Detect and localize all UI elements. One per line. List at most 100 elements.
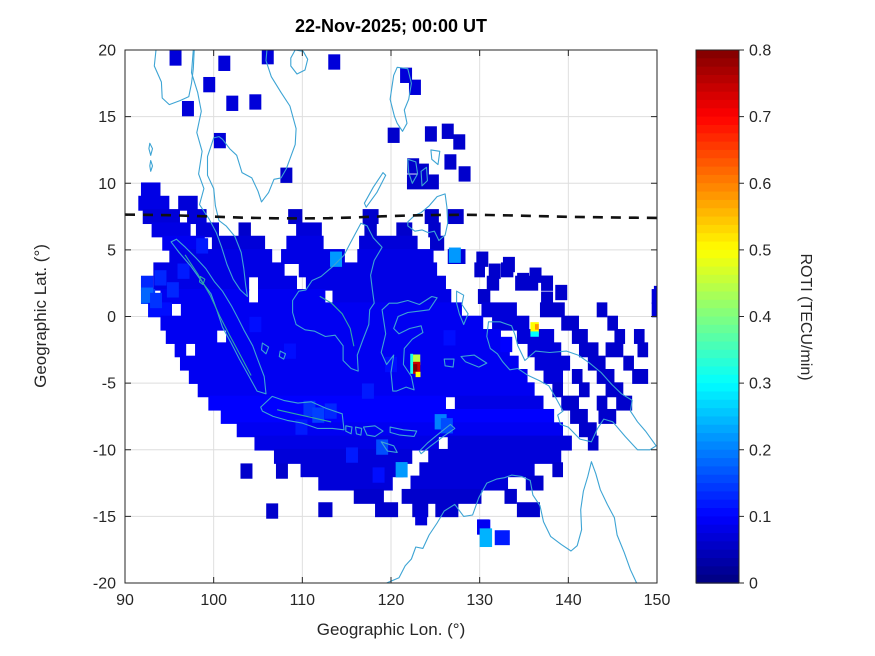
heatmap-run — [561, 315, 579, 331]
colorbar-gradient-strip — [696, 458, 739, 468]
coastline-bali — [345, 425, 353, 435]
heatmap-cell — [408, 79, 421, 95]
heatmap-run — [258, 289, 326, 304]
heatmap-cell — [517, 272, 530, 289]
heatmap-cell — [653, 285, 657, 302]
heatmap-run — [633, 329, 645, 344]
colorbar-gradient-strip — [696, 366, 739, 376]
heatmap-run — [428, 448, 562, 464]
colorbar-gradient-strip — [696, 191, 739, 201]
heatmap-cell — [181, 100, 194, 117]
colorbar-gradient-strip — [696, 258, 739, 268]
heatmap-run — [364, 222, 377, 238]
coastline-sumbawa — [362, 425, 384, 437]
x-tick-label: 130 — [466, 592, 493, 609]
heatmap-cell — [295, 419, 308, 435]
magnetic-equator-line — [125, 213, 657, 220]
heatmap-run — [447, 209, 464, 225]
heatmap-run — [587, 355, 606, 371]
heatmap-run — [607, 315, 618, 331]
coastline-flores — [389, 426, 418, 437]
colorbar-gradient-strip — [696, 499, 739, 509]
heatmap-run — [561, 395, 579, 411]
heatmap-cell — [218, 55, 231, 71]
heatmap-cell — [458, 166, 471, 182]
heatmap-cell — [534, 324, 539, 330]
heatmap-run — [494, 530, 510, 546]
colorbar-tick-label: 0 — [749, 576, 758, 593]
tick-marks — [124, 49, 658, 584]
coastline-new-guinea — [486, 321, 657, 451]
colorbar-gradient-strip — [696, 274, 739, 284]
heatmap-cell — [312, 407, 325, 423]
heatmap-run — [151, 222, 191, 238]
heatmap-cell — [415, 510, 428, 526]
coastline-andaman-1 — [148, 142, 154, 156]
heatmap-cell — [411, 354, 421, 366]
heatmap-run — [428, 222, 441, 238]
colorbar-gradient-strip — [696, 133, 739, 143]
colorbar-gradient-strip — [696, 158, 739, 168]
heatmap-run — [300, 462, 404, 478]
heatmap-cell — [444, 154, 457, 170]
heatmap-run — [160, 289, 250, 304]
heatmap-run — [570, 408, 588, 424]
heatmap-cell — [372, 467, 385, 483]
heatmap-run — [552, 462, 564, 478]
coastline-panay-negros — [407, 158, 419, 184]
colorbar-gradient-strip — [696, 374, 739, 384]
y-tick-label: -10 — [93, 442, 116, 459]
heatmap-run — [258, 275, 298, 291]
heatmap-run — [486, 275, 500, 291]
coastline-borneo-contour — [319, 295, 355, 347]
colorbar-gradient-strip — [696, 449, 739, 459]
heatmap-cell — [448, 247, 461, 263]
colorbar-gradient-strip — [696, 358, 739, 368]
x-tick-label: 120 — [378, 592, 405, 609]
colorbar-gradient-strip — [696, 424, 739, 434]
heatmap-run — [637, 342, 649, 358]
colorbar-gradient-strip — [696, 183, 739, 193]
heatmap-run — [481, 302, 517, 318]
heatmap-run — [614, 329, 626, 344]
heatmap-run — [516, 502, 540, 518]
heatmap-run — [254, 435, 439, 451]
heatmap-cells — [138, 50, 657, 548]
colorbar: 0 0.1 0.2 0.3 0.4 0.5 0.6 0.7 0.8 — [695, 43, 771, 593]
heatmap-cell — [346, 447, 358, 463]
coastline-samar — [430, 149, 441, 166]
coastline-seram — [460, 354, 488, 368]
heatmap-cell — [203, 76, 216, 93]
x-tick-label: 100 — [200, 592, 227, 609]
coastline-sumba — [380, 441, 398, 453]
y-tick-label: -5 — [102, 376, 116, 393]
colorbar-gradient-strip — [696, 141, 739, 151]
coastline-bangka — [260, 342, 270, 355]
heatmap-cell — [166, 282, 179, 298]
colorbar-gradient-strip — [696, 541, 739, 551]
heatmap-run — [410, 475, 509, 491]
colorbar-gradient-strip — [696, 508, 739, 518]
heatmap-run — [543, 369, 564, 384]
heatmap-cell — [303, 400, 316, 417]
colorbar-tick-label: 0.3 — [749, 376, 771, 393]
colorbar-tick-label: 0.5 — [749, 242, 771, 259]
heatmap-cell — [476, 251, 489, 267]
heatmap-run — [332, 289, 452, 304]
heatmap-run — [651, 302, 657, 318]
heatmap-run — [318, 502, 333, 518]
heatmap-run — [296, 222, 322, 238]
heatmap-run — [195, 342, 510, 358]
heatmap-cell — [530, 322, 539, 334]
heatmap-run — [140, 182, 161, 198]
colorbar-gradient-strip — [696, 324, 739, 334]
heatmap-cell — [400, 67, 413, 83]
heatmap-run — [578, 342, 599, 358]
heatmap-cell — [555, 284, 568, 301]
heatmap-cell — [441, 123, 454, 139]
heatmap-cell — [440, 418, 453, 434]
heatmap-run — [598, 408, 617, 424]
heatmap-run — [587, 435, 599, 451]
heatmap-cell — [415, 371, 421, 378]
y-tick-label: 15 — [98, 109, 116, 126]
